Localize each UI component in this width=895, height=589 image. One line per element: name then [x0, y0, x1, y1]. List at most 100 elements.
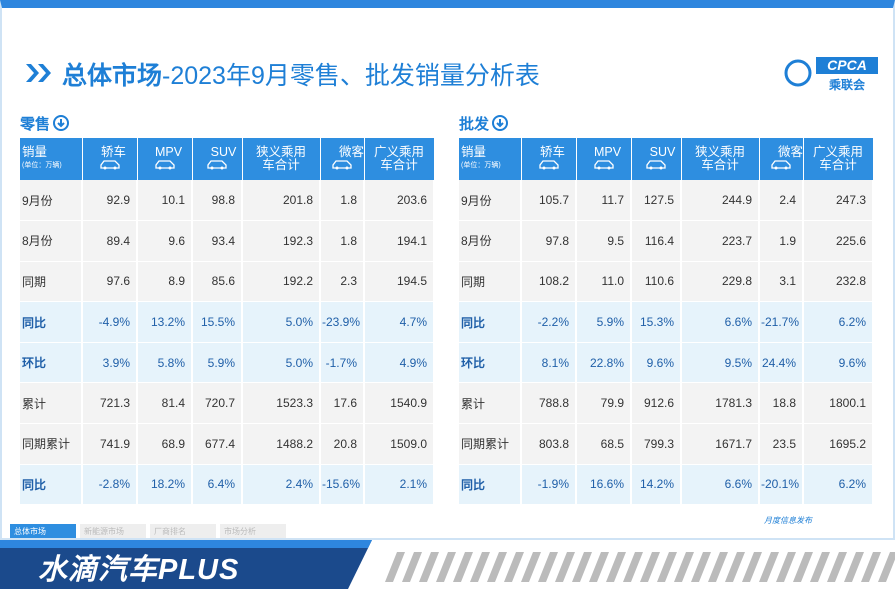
- column-header: SUV: [631, 138, 682, 180]
- cell: 22.8%: [576, 342, 632, 384]
- stripe: [878, 552, 895, 582]
- row-label: 9月份: [459, 180, 522, 222]
- frame: 总体市场-2023年9月零售、批发销量分析表 CPCA 乘联会 总体市场 新能源市…: [0, 0, 895, 540]
- stripe: [606, 552, 626, 582]
- cell: 6.6%: [681, 301, 760, 343]
- cell: 799.3: [631, 423, 682, 465]
- stripe: [742, 552, 762, 582]
- cell: 81.4: [137, 382, 193, 425]
- cell: 15.5%: [192, 301, 243, 343]
- tab: 市场分析: [220, 524, 286, 538]
- cell: 1540.9: [364, 382, 435, 425]
- cell: 9.6%: [803, 342, 874, 384]
- section-icon: [50, 115, 70, 133]
- cell: 97.6: [82, 261, 138, 303]
- cell: 3.9%: [82, 342, 138, 384]
- column-header-text: 轿车: [539, 144, 565, 159]
- cell: 5.0%: [242, 301, 321, 343]
- cell: 6.2%: [803, 301, 874, 343]
- column-header: 微客: [320, 138, 365, 180]
- cell: 4.7%: [364, 301, 435, 343]
- row-label: 累计: [459, 382, 522, 425]
- banner: 水滴汽车PLUS: [0, 540, 895, 589]
- column-header-text: MPV: [154, 144, 183, 159]
- column-header: 轿车: [82, 138, 138, 180]
- stripe: [657, 552, 677, 582]
- cell: 2.4%: [242, 464, 321, 506]
- column-header: SUV: [192, 138, 243, 180]
- column-header-text: 狭义乘用车合计: [255, 145, 306, 172]
- cell: -23.9%: [320, 301, 365, 343]
- cell: -20.1%: [759, 464, 804, 506]
- cell: 6.2%: [803, 464, 874, 506]
- stripe: [793, 552, 813, 582]
- column-header: 微客: [759, 138, 804, 180]
- cell: 2.4: [759, 180, 804, 222]
- stripe: [708, 552, 728, 582]
- cell: 5.9%: [192, 342, 243, 384]
- cell: 1509.0: [364, 423, 435, 465]
- row-label: 同期累计: [459, 423, 522, 465]
- stripe: [402, 552, 422, 582]
- unit-header: 销量 (单位：万辆): [20, 138, 83, 180]
- header-row: 销量 (单位：万辆) 轿车 MPV SUV 狭义乘用车合计 微客 广义乘用车合计: [20, 138, 435, 180]
- row-label: 同比: [20, 301, 83, 343]
- stripe: [470, 552, 490, 582]
- stripe: [844, 552, 864, 582]
- row-label: 同比: [459, 301, 522, 343]
- logo-text: CPCA: [827, 57, 867, 73]
- row-label: 同比: [20, 464, 83, 506]
- car-icon: [138, 159, 192, 173]
- title-arrows: [26, 64, 51, 82]
- cell: 5.9%: [576, 301, 632, 343]
- cell: 2.1%: [364, 464, 435, 506]
- cell: -2.2%: [521, 301, 577, 343]
- cell: 244.9: [681, 180, 760, 222]
- title-bold: 总体市场: [62, 62, 163, 90]
- row-label: 9月份: [20, 180, 83, 222]
- cell: 92.9: [82, 180, 138, 222]
- unit-label: 销量: [22, 145, 48, 159]
- cell: 68.5: [576, 423, 632, 465]
- unit-sub: (单位：万辆): [461, 162, 501, 169]
- column-header: MPV: [137, 138, 193, 180]
- car-icon: [522, 159, 576, 173]
- column-header-text: 微客: [777, 144, 803, 159]
- stripe: [827, 552, 847, 582]
- cell: 98.8: [192, 180, 243, 222]
- stripe: [555, 552, 575, 582]
- stripe: [640, 552, 660, 582]
- table: 销量 (单位：万辆) 轿车 MPV SUV 狭义乘用车合计 微客 广义乘用车合计 9月份 92.9…: [20, 138, 435, 506]
- cell: 912.6: [631, 382, 682, 425]
- cell: 194.1: [364, 220, 435, 262]
- cell: 8.9: [137, 261, 193, 303]
- cell: 788.8: [521, 382, 577, 425]
- section-title: 零售: [20, 113, 70, 134]
- row-label: 累计: [20, 382, 83, 425]
- section-title: 批发: [459, 113, 509, 134]
- cell: 1523.3: [242, 382, 321, 425]
- cell: 79.9: [576, 382, 632, 425]
- section-icon: [489, 115, 509, 133]
- stripe: [487, 552, 507, 582]
- column-header-text: 狭义乘用车合计: [694, 145, 745, 172]
- cell: 11.0: [576, 261, 632, 303]
- car-icon: [193, 159, 242, 173]
- row: 同比 -1.9% 16.6% 14.2% 6.6% -20.1% 6.2%: [459, 464, 874, 506]
- cell: 1671.7: [681, 423, 760, 465]
- row: 同比 -2.2% 5.9% 15.3% 6.6% -21.7% 6.2%: [459, 301, 874, 343]
- cell: -1.9%: [521, 464, 577, 506]
- cell: 9.5%: [681, 342, 760, 384]
- cell: 3.1: [759, 261, 804, 303]
- column-header: 广义乘用车合计: [364, 138, 435, 180]
- car-icon: [577, 159, 631, 173]
- title: 总体市场-2023年9月零售、批发销量分析表: [62, 56, 540, 92]
- cell: 6.4%: [192, 464, 243, 506]
- tab: 总体市场: [10, 524, 76, 538]
- cell: 223.7: [681, 220, 760, 262]
- stripe: [504, 552, 524, 582]
- cell: 110.6: [631, 261, 682, 303]
- column-header-text: SUV: [649, 144, 676, 159]
- cell: 105.7: [521, 180, 577, 222]
- section-title-text: 批发: [459, 116, 490, 133]
